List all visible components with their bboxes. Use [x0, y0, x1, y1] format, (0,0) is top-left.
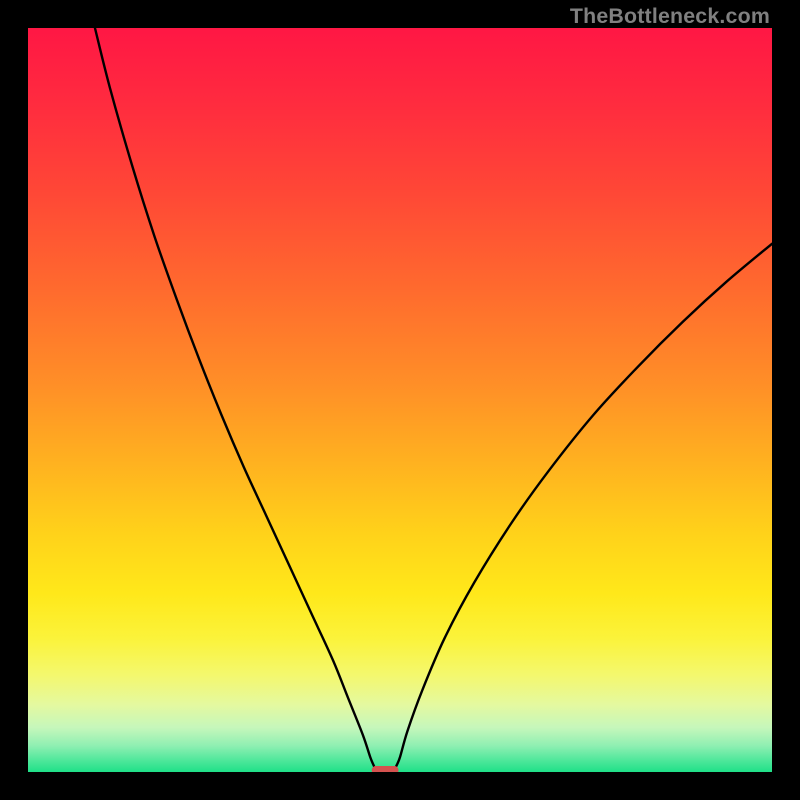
optimal-marker	[372, 766, 399, 772]
gradient-background	[28, 28, 772, 772]
watermark-text: TheBottleneck.com	[570, 4, 770, 29]
chart-frame: TheBottleneck.com	[0, 0, 800, 800]
bottleneck-chart	[28, 28, 772, 772]
plot-area	[28, 28, 772, 772]
